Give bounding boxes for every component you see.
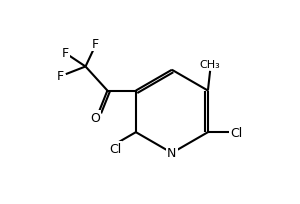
Text: F: F	[92, 38, 99, 51]
Text: N: N	[167, 147, 177, 160]
Text: O: O	[90, 112, 100, 125]
Text: CH₃: CH₃	[200, 60, 220, 70]
Text: Cl: Cl	[230, 126, 242, 139]
Text: F: F	[62, 47, 69, 59]
Text: Cl: Cl	[109, 142, 121, 155]
Text: F: F	[57, 69, 64, 82]
